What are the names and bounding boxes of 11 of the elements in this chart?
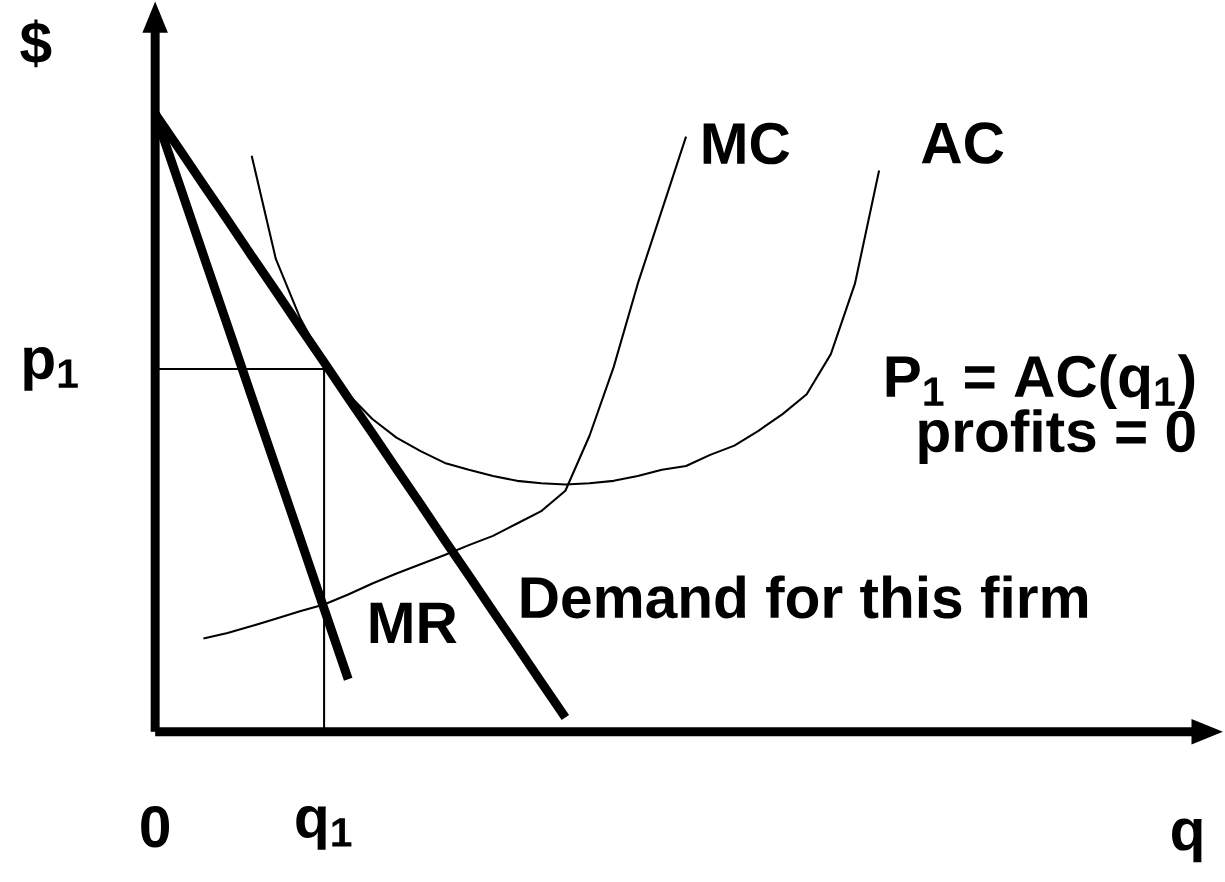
series-label: MR	[370, 602, 457, 644]
series-label: AC	[921, 122, 1004, 164]
annotation: P$_{1}$ = AC(q$_{1}$)	[886, 354, 1195, 410]
series-label: MC	[703, 122, 790, 165]
ref-line-label: p$_{1}$	[24, 347, 78, 392]
y-axis-title: $	[20, 19, 52, 68]
x-tick-label: q$_{1}$	[296, 806, 352, 850]
x-axis-title: q	[1172, 818, 1202, 863]
series-label: Demand for this firm	[521, 575, 1088, 619]
annotation: profits = 0	[919, 409, 1195, 465]
x-tick-label: 0	[141, 806, 170, 848]
